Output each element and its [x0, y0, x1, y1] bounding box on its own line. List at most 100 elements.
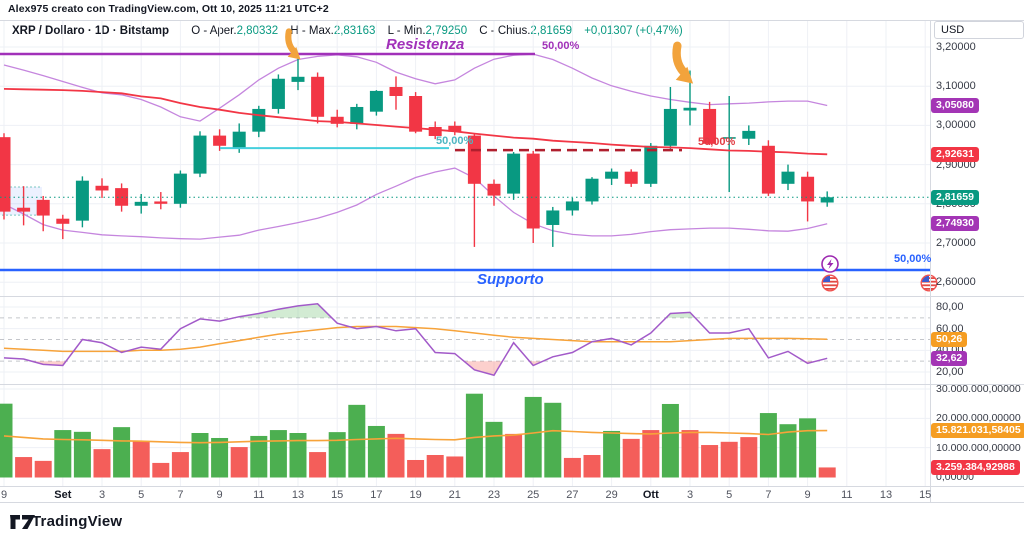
volume-bar [54, 430, 72, 478]
resistance-label[interactable]: Resistenza [386, 36, 465, 53]
time-axis-label: 19 [409, 489, 422, 501]
resistance-fib-percent: 50,00% [542, 40, 580, 52]
orange-down-arrow[interactable] [672, 41, 694, 84]
time-axis-label: 17 [370, 489, 383, 501]
candle [526, 150, 540, 243]
candle [311, 72, 325, 124]
axis-value-badge: 3,05080 [931, 97, 979, 113]
candle [193, 131, 207, 178]
currency-selector[interactable]: USD [934, 21, 1024, 39]
symbol-title[interactable]: XRP / Dollaro · 1D · Bitstamp [12, 25, 169, 37]
volume-bar [622, 438, 640, 478]
candle [507, 152, 521, 200]
close-value: 2,81659 [530, 25, 572, 37]
lightning-event-icon[interactable] [821, 255, 839, 273]
candle [36, 195, 50, 232]
volume-axis-label: 10.000.000,00000 [936, 441, 1021, 454]
main-price-pane[interactable] [0, 28, 930, 272]
time-axis-label: 7 [765, 489, 772, 501]
candle [663, 86, 677, 149]
candle [154, 192, 168, 210]
tradingview-logo-text[interactable]: TradingView [32, 513, 123, 530]
candle [448, 121, 462, 136]
time-axis-label: 9 [804, 489, 811, 501]
volume-bar [250, 435, 268, 478]
candle [565, 197, 579, 216]
axis-value-badge: 2,81659 [931, 189, 979, 205]
price-axis-label: 3,20000 [936, 41, 976, 53]
red-moving-average-line [3, 88, 828, 156]
volume-bar [73, 431, 91, 478]
support-label[interactable]: Supporto [477, 271, 544, 288]
time-axis-label: 15 [919, 489, 932, 501]
high-label: H - Max. [290, 25, 334, 37]
axis-value-badge: 50,26 [931, 331, 968, 347]
volume-axis-label: 30.000.000,00000 [936, 383, 1021, 395]
volume-bar [779, 424, 797, 478]
time-axis-label: 5 [726, 489, 733, 501]
volume-bar [309, 452, 327, 478]
volume-bar [93, 449, 111, 478]
rsi-pane[interactable] [0, 303, 930, 377]
time-axis-label: 25 [527, 489, 540, 501]
orange-down-arrow[interactable] [285, 28, 301, 60]
volume-bar [759, 413, 777, 478]
volume-bar [171, 452, 189, 478]
axis-value-badge: 15.821.031,58405 [931, 423, 1024, 439]
volume-bar [152, 462, 170, 478]
volume-bar [661, 403, 679, 478]
volume-bar [387, 433, 405, 478]
volume-bar [701, 445, 719, 478]
volume-bar [211, 437, 229, 478]
volume-bar [348, 404, 366, 478]
axis-value-badge: 2,74930 [931, 216, 979, 232]
volume-bar [603, 430, 621, 478]
price-axis-label: 2,70000 [936, 237, 976, 249]
volume-bar [465, 393, 483, 478]
rsi-axis-label: 60,00 [936, 322, 964, 335]
candle [487, 179, 501, 206]
flag-event-icon[interactable] [821, 274, 839, 292]
change-value: +0,01307 (+0,47%) [584, 25, 683, 37]
pane-separators [0, 20, 1024, 503]
volume-bar [15, 457, 33, 478]
volume-pane[interactable] [0, 393, 836, 478]
candle [95, 178, 109, 198]
candle [624, 169, 638, 187]
candle [742, 125, 756, 145]
volume-bar [191, 433, 209, 478]
time-axis-label: 3 [98, 489, 106, 501]
axis-value-badge: 2,92631 [931, 146, 979, 162]
time-axis-label: 27 [566, 489, 579, 501]
candle [546, 206, 560, 247]
time-axis-label: 11 [841, 489, 853, 501]
candle [0, 133, 11, 220]
volume-bar [642, 430, 660, 478]
open-label: O - Aper. [191, 25, 237, 37]
volume-bar [583, 455, 601, 478]
time-axis-label: Ott [642, 489, 659, 501]
volume-bar [524, 396, 542, 478]
candle [605, 168, 619, 185]
candle [56, 214, 70, 240]
time-axis-label: 3 [686, 489, 694, 501]
time-axis-label: 11 [253, 489, 265, 501]
time-axis-label: 29 [605, 489, 618, 501]
candle [801, 171, 815, 222]
volume-bar [563, 457, 581, 478]
volume-bar [132, 440, 150, 478]
symbol-legend: XRP / Dollaro · 1D · Bitstamp O - Aper. 2… [12, 25, 683, 37]
volume-bar [446, 456, 464, 478]
price-axis-label: 3,10000 [936, 80, 976, 93]
volume-ma-line [3, 429, 828, 444]
flag-event-icon[interactable] [920, 274, 938, 292]
candle [722, 96, 736, 193]
tradingview-logo-icon[interactable] [10, 515, 35, 529]
fib-red-percent: 50,00% [698, 136, 736, 148]
candle [820, 191, 834, 207]
high-value: 2,83163 [333, 25, 376, 37]
candle [75, 176, 89, 228]
volume-bar [426, 455, 444, 478]
